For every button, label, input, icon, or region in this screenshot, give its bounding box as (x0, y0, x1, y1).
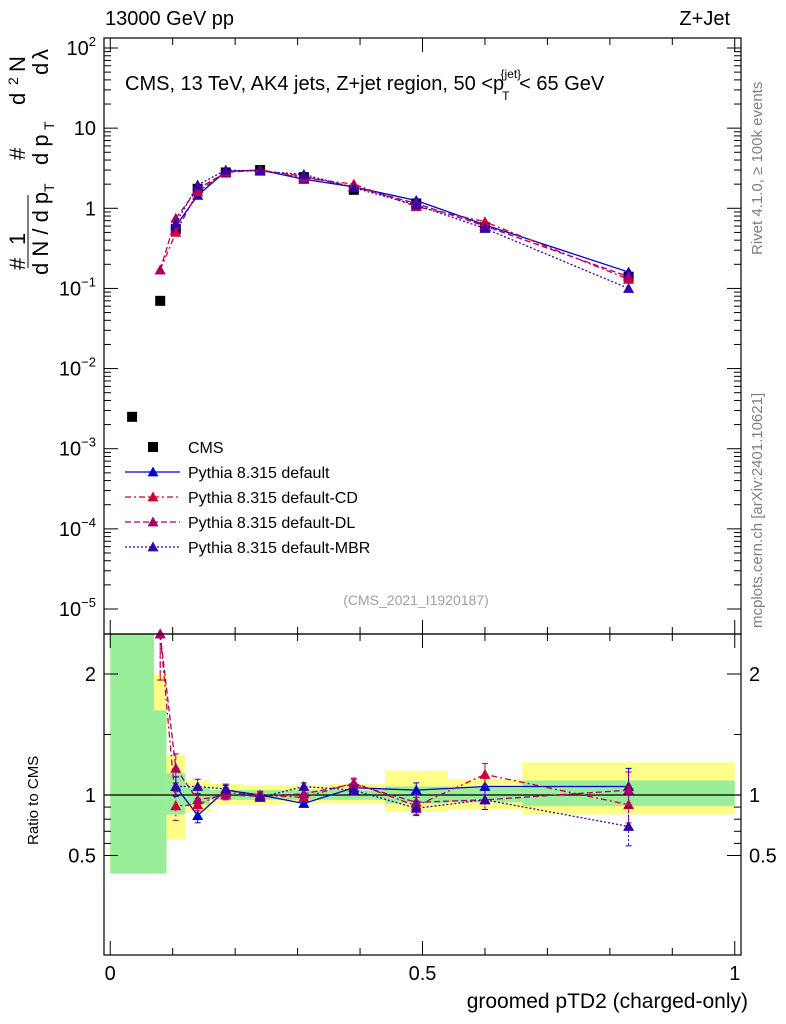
main-point-3-0 (154, 264, 166, 275)
ratio-point-3-2 (220, 783, 232, 794)
header-process: Z+Jet (679, 8, 730, 30)
main-point-0-0 (127, 411, 138, 422)
main-point-4-5 (348, 182, 360, 193)
ratio-point-0-1 (192, 810, 204, 820)
ratio-point-1-8 (479, 768, 491, 779)
x-axis-label: groomed pTD2 (charged-only) (467, 990, 748, 1013)
main-point-4-0 (170, 217, 182, 228)
main-y-axis-label: # 1 d N / d p T # d p T d 2 N d λ (5, 49, 57, 275)
legend-marker-3 (147, 516, 159, 527)
svg-text:λ: λ (28, 49, 53, 60)
svg-text:d p: d p (28, 134, 53, 165)
ratio-ytick-label-r-1: 1 (749, 785, 760, 807)
svg-text:d N / d p: d N / d p (28, 192, 53, 275)
main-ytick-label-2: 10−3 (59, 435, 96, 461)
svg-text:#: # (5, 147, 30, 160)
ratio-point-3-5 (348, 784, 360, 795)
ratio-point-2-9 (623, 784, 635, 795)
ratio-point-2-5 (298, 788, 310, 799)
ratio-series-group (154, 628, 635, 847)
main-line-2 (159, 169, 629, 280)
svg-text:T: T (41, 183, 57, 192)
mcplots-label: mcplots.cern.ch [arXiv:2401.10621] (749, 393, 766, 628)
ratio-line-1 (159, 633, 629, 807)
rivet-label: Rivet 4.1.0, ≥ 100k events (749, 82, 766, 255)
main-point-4-3 (254, 165, 266, 176)
ratio-uncertainty-bands (104, 634, 741, 874)
main-line-4 (175, 169, 629, 290)
legend-marker-0 (148, 442, 158, 452)
legend-marker-2 (147, 491, 159, 502)
main-point-3-1 (170, 212, 182, 223)
ratio-point-2-3 (220, 789, 232, 800)
ratio-ytick-label-0: 0.5 (68, 846, 96, 868)
main-point-4-6 (410, 199, 422, 210)
main-ytick-label-0: 10−5 (59, 595, 96, 621)
ratio-point-2-1 (170, 762, 182, 773)
main-point-3-9 (623, 271, 635, 282)
main-point-4-2 (220, 164, 232, 175)
header-energy: 13000 GeV pp (105, 8, 234, 30)
main-point-4-1 (192, 179, 204, 190)
main-point-4-7 (479, 222, 491, 233)
ratio-point-3-8 (623, 820, 635, 831)
x-tick-label-0: 0 (105, 963, 116, 985)
ratio-y-axis-label: Ratio to CMS (25, 756, 42, 845)
main-point-2-1 (170, 226, 182, 237)
main-series-group (127, 164, 635, 422)
main-point-4-4 (298, 168, 310, 179)
main-ytick-label-7: 102 (67, 34, 96, 60)
ratio-line-2 (159, 633, 629, 803)
legend-marker-4 (147, 541, 159, 552)
ratio-point-3-3 (254, 791, 266, 802)
main-ytick-label-5: 1 (85, 198, 96, 220)
band-green-1 (153, 710, 167, 874)
x-tick-label-2: 1 (729, 963, 740, 985)
ratio-point-3-7 (479, 794, 491, 805)
svg-text:1: 1 (5, 233, 30, 245)
legend: CMS Pythia 8.315 default Pythia 8.315 defa… (125, 440, 370, 557)
x-tick-label-1: 0.5 (409, 963, 437, 985)
svg-text:d: d (5, 93, 30, 105)
legend-label-3: Pythia 8.315 default-DL (188, 515, 355, 532)
legend-label-4: Pythia 8.315 default-MBR (188, 540, 370, 557)
ratio-point-0-4 (298, 797, 310, 808)
legend-marker-1 (147, 466, 159, 477)
ratio-point-0-7 (479, 781, 491, 791)
ratio-ytick-label-1: 1 (85, 785, 96, 807)
legend-label-0: CMS (188, 440, 224, 457)
ratio-point-3-1 (192, 781, 204, 791)
ratio-point-3-6 (410, 802, 422, 813)
main-point-0-1 (155, 295, 166, 306)
ratio-point-0-6 (410, 784, 422, 795)
axes-group: 10−5 10−4 10−3 10−2 10−1 1 10 102 0 0.5 1 0.5 0.5 1 1 2… (59, 34, 777, 985)
main-point-4-8 (623, 282, 635, 293)
svg-text:2: 2 (5, 77, 21, 85)
main-ytick-label-6: 10 (74, 118, 96, 140)
ratio-ytick-label-r-0: 0.5 (749, 846, 777, 868)
ratio-ytick-label-2: 2 (85, 664, 96, 686)
ratio-point-1-1 (170, 800, 182, 811)
legend-label-1: Pythia 8.315 default (188, 465, 330, 482)
ratio-point-2-2 (192, 794, 204, 805)
analysis-watermark: (CMS_2021_I1920187) (343, 592, 489, 608)
main-title: CMS, 13 TeV, AK4 jets, Z+jet region, 50 … (125, 67, 605, 103)
svg-text:d: d (28, 63, 53, 75)
main-ytick-label-4: 10−1 (59, 274, 96, 300)
svg-text:#: # (5, 257, 30, 270)
main-line-3 (159, 169, 629, 278)
main-line-1 (175, 169, 629, 273)
svg-text:T: T (41, 121, 57, 130)
main-ytick-label-1: 10−4 (59, 515, 96, 541)
svg-text:N: N (5, 56, 30, 72)
legend-label-2: Pythia 8.315 default-CD (188, 490, 358, 507)
band-green-0 (110, 634, 154, 874)
ratio-point-3-0 (170, 781, 182, 791)
main-ytick-label-3: 10−2 (59, 355, 96, 381)
ratio-point-2-6 (348, 778, 360, 789)
ratio-point-3-4 (298, 781, 310, 791)
ratio-ytick-label-r-2: 2 (749, 664, 760, 686)
